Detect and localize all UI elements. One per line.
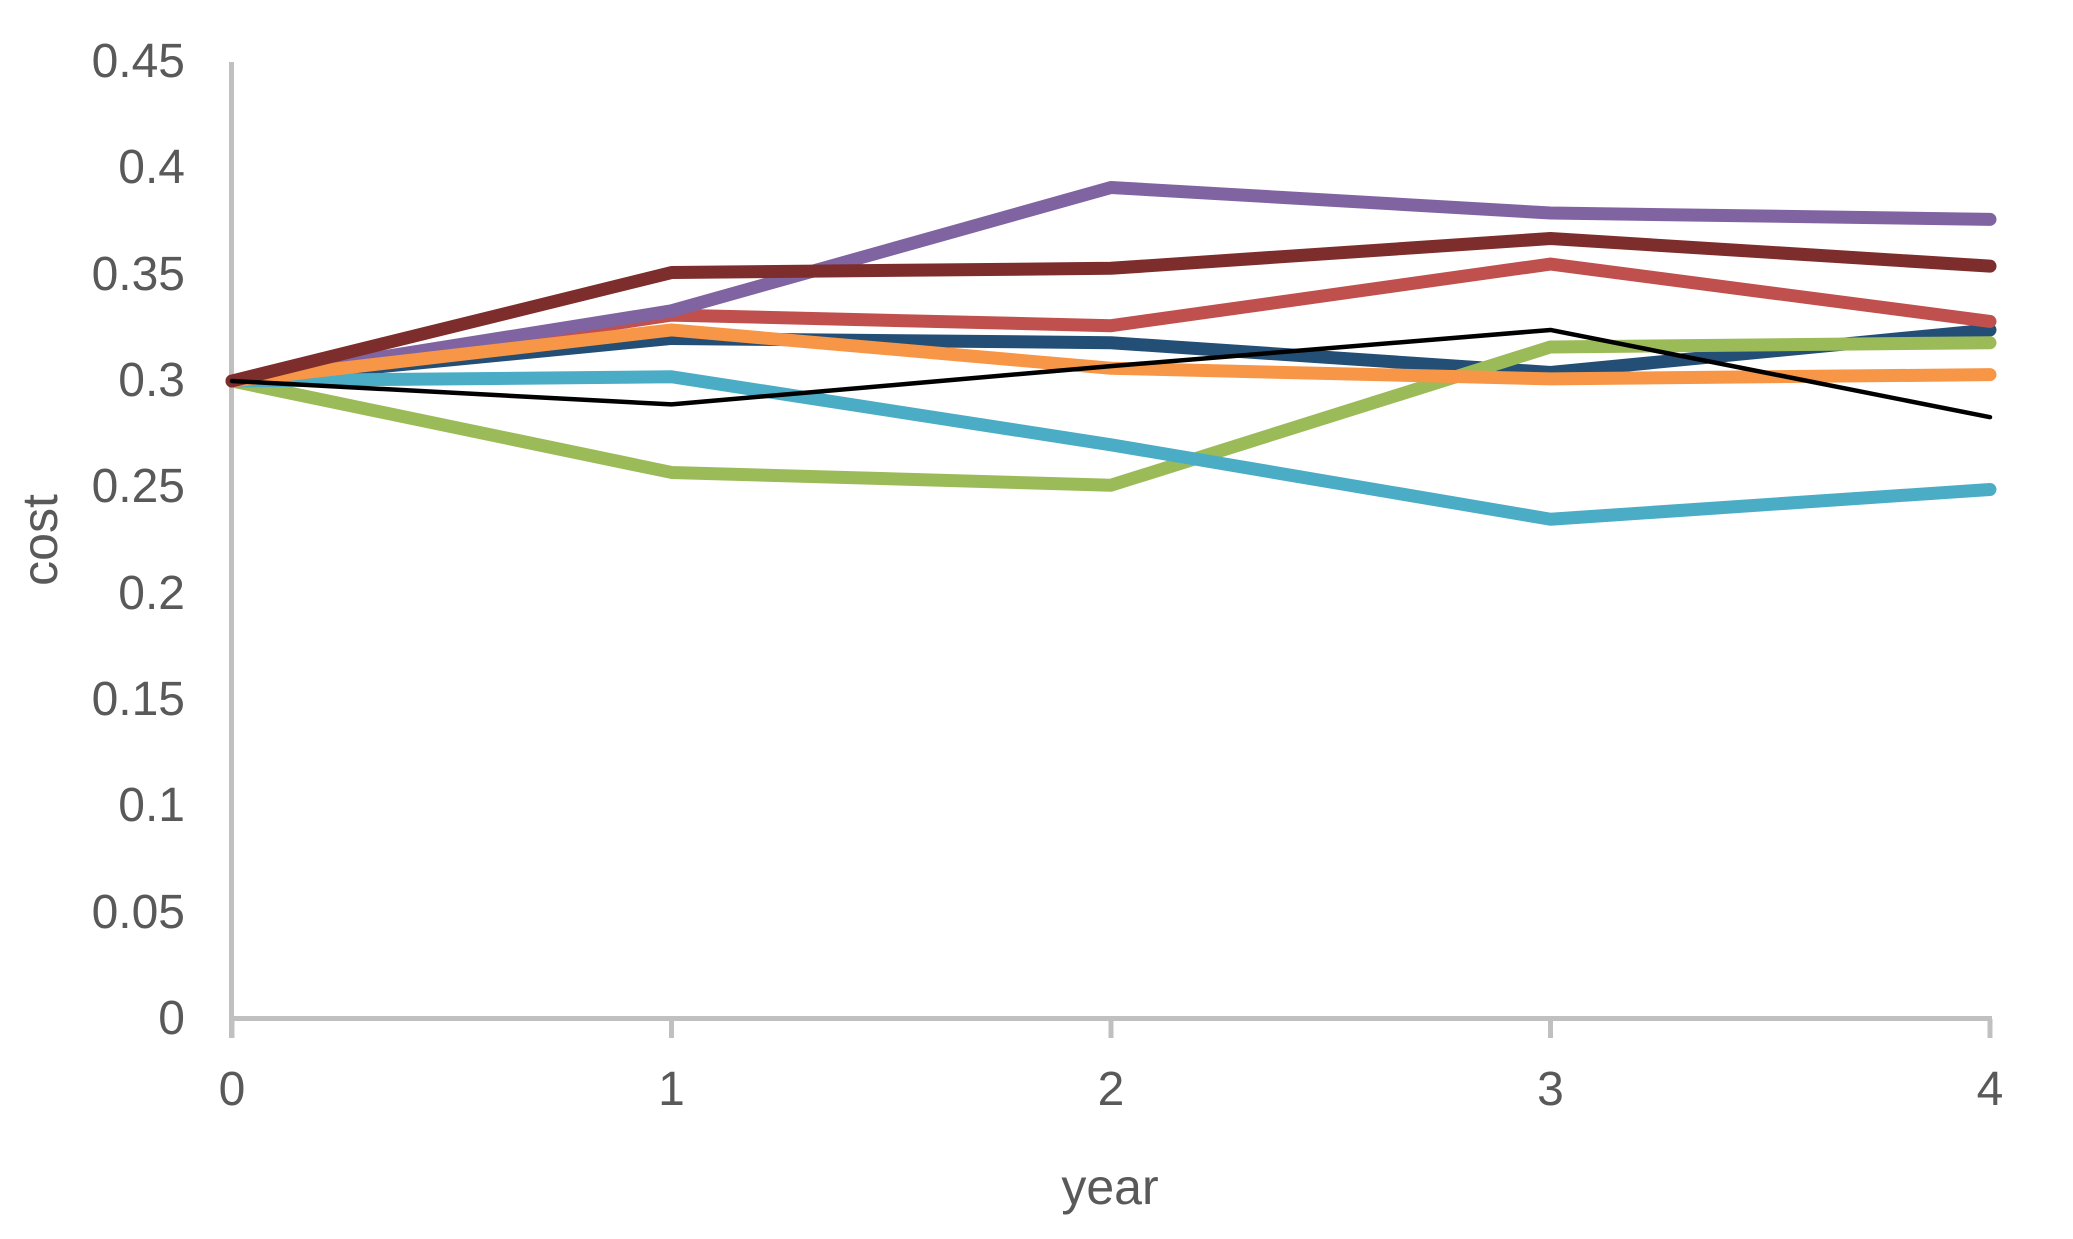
series-line-purple	[225, 180, 1997, 388]
y-tick-label: 0.1	[118, 779, 185, 833]
series-line-cyan	[225, 370, 1997, 526]
x-tick-label: 3	[1537, 1063, 1564, 1116]
series-line-dark-red	[225, 232, 1997, 388]
y-tick-label: 0	[158, 992, 185, 1045]
y-tick-label: 0.2	[118, 566, 185, 620]
y-tick-label: 0.15	[91, 673, 185, 726]
y-axis-title: cost	[12, 494, 68, 586]
x-tick-label: 0	[218, 1063, 246, 1116]
y-tick-label: 0.25	[91, 460, 185, 514]
x-axis-title: year	[1061, 1159, 1159, 1215]
series-line-green	[225, 336, 1997, 492]
y-tick-label: 0.45	[91, 35, 185, 88]
y-tick-label: 0.4	[118, 141, 185, 195]
y-tick-label: 0.3	[118, 354, 185, 407]
y-tick-label: 0.05	[91, 885, 185, 939]
y-tick-label: 0.35	[91, 247, 185, 301]
x-tick-label: 4	[1976, 1063, 2004, 1116]
x-tick-label: 1	[658, 1063, 685, 1116]
x-tick-label: 2	[1097, 1063, 1125, 1116]
series-line-black	[229, 327, 1993, 420]
